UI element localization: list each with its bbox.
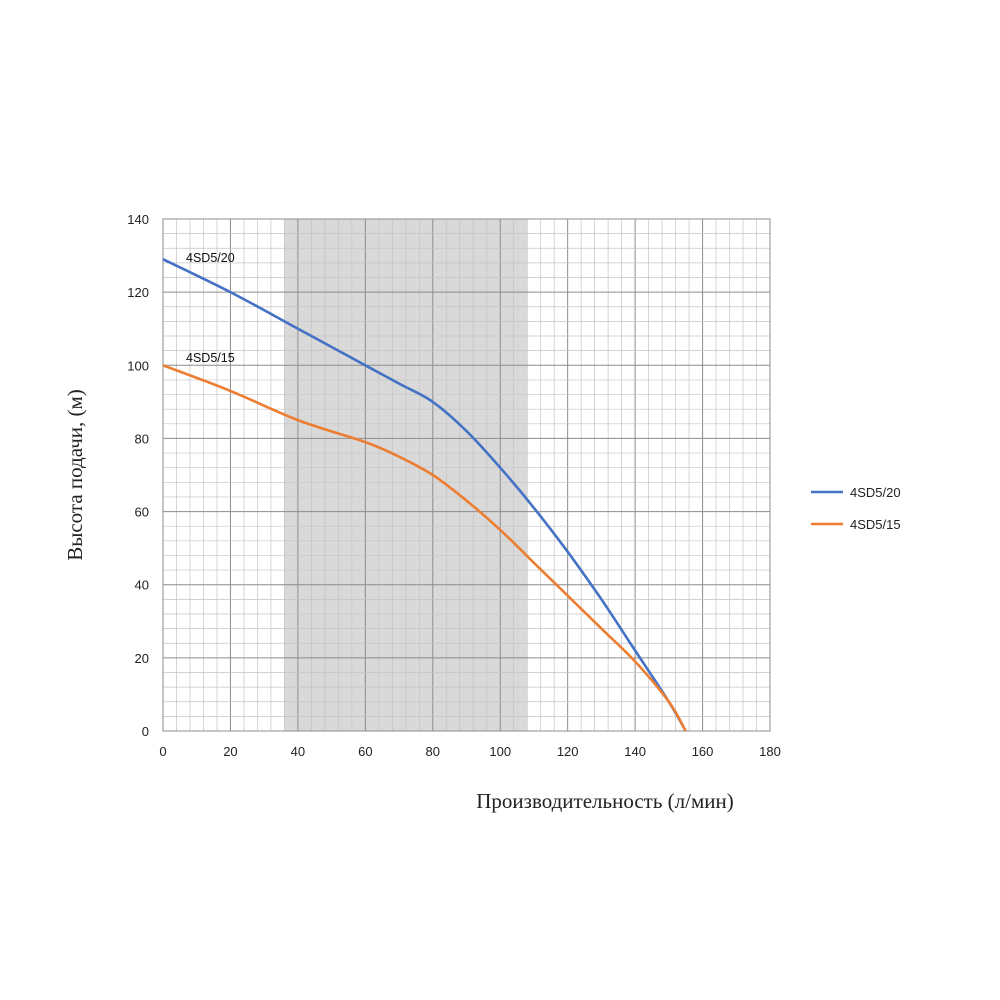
x-tick-label: 60	[358, 744, 372, 759]
x-tick-label: 20	[223, 744, 237, 759]
x-tick-label: 160	[692, 744, 714, 759]
x-tick-label: 140	[624, 744, 646, 759]
legend: 4SD5/20 4SD5/15	[811, 485, 901, 532]
series-line-4sd5-20	[162, 258, 687, 732]
y-axis-title: Высота подачи, (м)	[63, 389, 87, 561]
y-tick-label: 140	[127, 212, 149, 227]
x-axis-title: Производительность (л/мин)	[476, 789, 734, 813]
series-label-4sd5-15: 4SD5/15	[186, 351, 235, 365]
series-labels: 4SD5/20 4SD5/15	[186, 251, 235, 365]
x-tick-label: 40	[291, 744, 305, 759]
legend-item-4sd5-20: 4SD5/20	[811, 485, 901, 500]
plot-border	[162, 218, 771, 732]
x-tick-label: 0	[159, 744, 166, 759]
series-line-4sd5-15	[162, 364, 687, 732]
x-tick-label: 80	[426, 744, 440, 759]
tick-labels-layer: 0 20 40 60 80 100 120 140 160 180 0 20 40 60 80 100 120 1…	[127, 212, 781, 759]
y-tick-label: 100	[127, 358, 149, 373]
grid-layer	[162, 218, 771, 732]
y-tick-label: 80	[135, 431, 149, 446]
y-tick-label: 120	[127, 285, 149, 300]
y-tick-label: 0	[142, 724, 149, 739]
legend-label-4sd5-15: 4SD5/15	[850, 517, 901, 532]
legend-item-4sd5-15: 4SD5/15	[811, 517, 901, 532]
x-tick-label: 120	[557, 744, 579, 759]
x-tick-label: 180	[759, 744, 781, 759]
series-layer	[162, 258, 687, 732]
y-tick-label: 40	[135, 578, 149, 593]
y-tick-label: 20	[135, 651, 149, 666]
y-tick-label: 60	[135, 505, 149, 520]
legend-label-4sd5-20: 4SD5/20	[850, 485, 901, 500]
x-tick-label: 100	[489, 744, 511, 759]
series-label-4sd5-20: 4SD5/20	[186, 251, 235, 265]
